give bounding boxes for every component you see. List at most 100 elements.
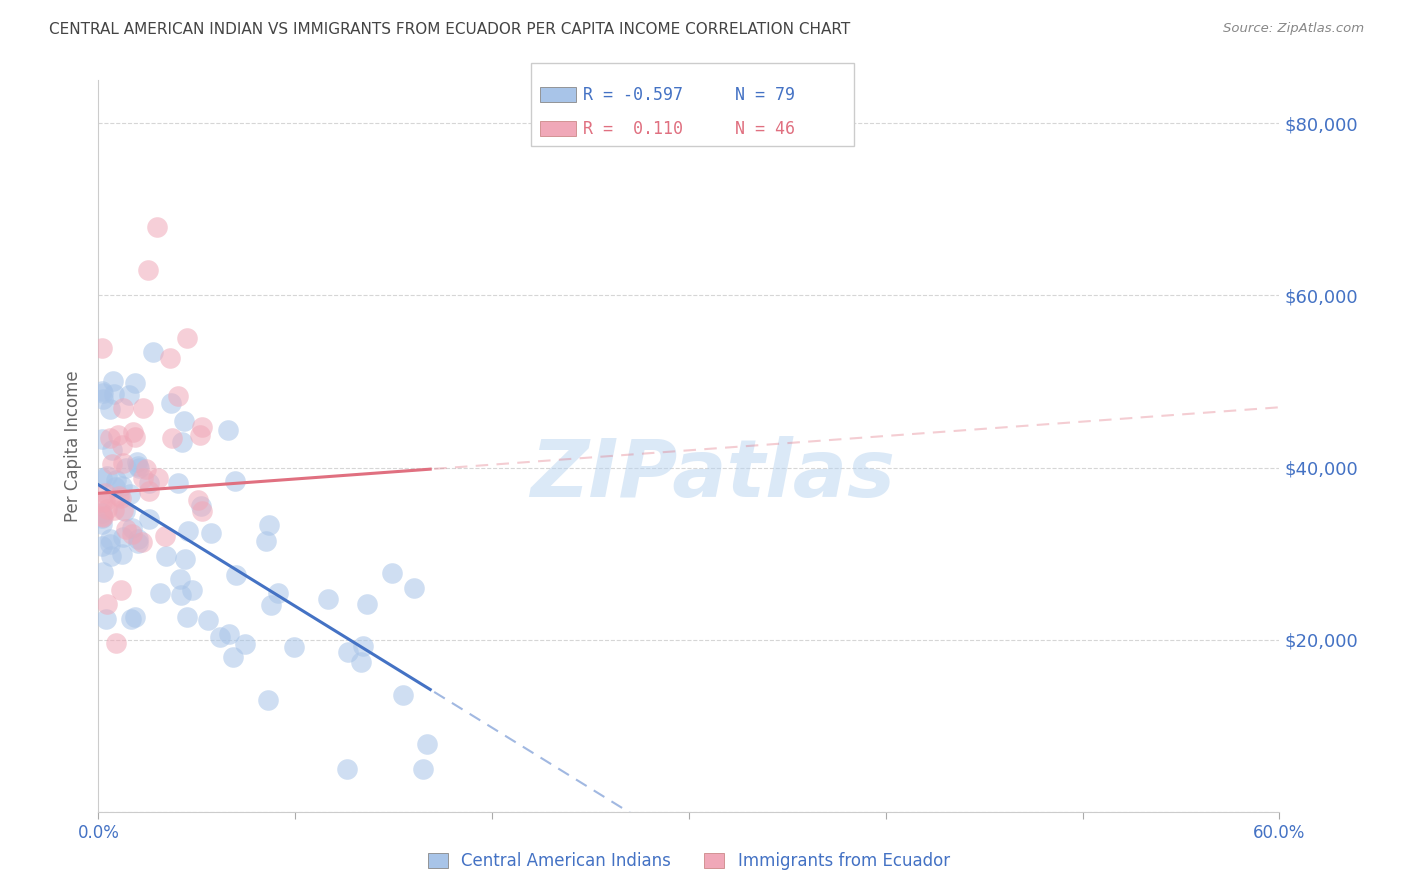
Text: R =  0.110: R = 0.110	[583, 120, 683, 137]
Point	[94, 486, 117, 500]
Point	[107, 428, 129, 442]
Point	[112, 530, 135, 544]
Point	[187, 492, 209, 507]
Point	[166, 475, 188, 490]
Point	[121, 527, 143, 541]
Point	[138, 475, 160, 490]
Point	[142, 344, 165, 359]
Point	[100, 549, 122, 563]
Point	[91, 384, 114, 398]
Point	[146, 219, 169, 234]
Point	[191, 419, 214, 434]
Point	[115, 522, 138, 536]
Point	[98, 533, 121, 547]
Point	[138, 511, 160, 525]
Point	[127, 532, 149, 546]
Point	[218, 423, 240, 437]
Point	[169, 572, 191, 586]
Bar	[540, 87, 576, 103]
Point	[257, 518, 280, 533]
Point	[416, 737, 439, 751]
Point	[283, 640, 305, 654]
Point	[190, 499, 212, 513]
Point	[96, 502, 118, 516]
Point	[107, 489, 129, 503]
Text: CENTRAL AMERICAN INDIAN VS IMMIGRANTS FROM ECUADOR PER CAPITA INCOME CORRELATION: CENTRAL AMERICAN INDIAN VS IMMIGRANTS FR…	[49, 22, 851, 37]
Point	[257, 693, 280, 707]
Point	[148, 470, 170, 484]
Point	[208, 630, 231, 644]
Point	[105, 636, 128, 650]
Point	[122, 425, 145, 440]
Point	[352, 639, 374, 653]
Point	[96, 469, 118, 483]
Point	[191, 504, 214, 518]
Point	[111, 547, 134, 561]
Point	[114, 504, 136, 518]
Point	[103, 503, 125, 517]
Text: R = -0.597: R = -0.597	[583, 86, 683, 103]
Point	[91, 471, 114, 485]
Point	[121, 521, 143, 535]
Point	[110, 491, 132, 505]
Point	[316, 591, 339, 606]
Point	[132, 401, 155, 415]
Point	[167, 389, 190, 403]
Point	[111, 479, 134, 493]
Point	[138, 484, 160, 499]
Point	[94, 493, 117, 508]
Point	[176, 331, 198, 345]
Point	[127, 459, 149, 474]
Point	[91, 495, 114, 509]
Point	[91, 510, 114, 524]
Point	[337, 645, 360, 659]
Point	[94, 612, 117, 626]
Point	[155, 529, 177, 543]
Point	[111, 438, 134, 452]
Point	[98, 536, 121, 550]
Point	[412, 762, 434, 776]
Point	[200, 526, 222, 541]
Point	[159, 396, 181, 410]
Point	[93, 565, 115, 579]
Legend: Central American Indians, Immigrants from Ecuador: Central American Indians, Immigrants fro…	[422, 846, 956, 877]
Point	[155, 549, 177, 563]
Point	[93, 385, 115, 400]
Point	[336, 762, 359, 776]
Point	[267, 585, 290, 599]
Point	[98, 431, 121, 445]
Point	[149, 586, 172, 600]
Point	[218, 627, 240, 641]
Point	[188, 428, 211, 442]
Text: N = 79: N = 79	[735, 86, 796, 103]
Point	[402, 582, 425, 596]
Point	[174, 552, 197, 566]
Point	[159, 351, 181, 366]
Point	[115, 461, 138, 475]
Point	[222, 650, 245, 665]
Point	[135, 462, 157, 476]
Point	[162, 431, 184, 445]
Point	[131, 535, 153, 549]
Point	[260, 598, 283, 612]
Point	[91, 392, 114, 406]
Point	[124, 376, 146, 390]
Point	[118, 387, 141, 401]
Point	[98, 401, 121, 416]
Point	[100, 442, 122, 457]
Point	[125, 455, 148, 469]
Point	[170, 435, 193, 450]
Point	[197, 613, 219, 627]
Point	[111, 401, 134, 415]
Text: ZIPatlas: ZIPatlas	[530, 436, 896, 515]
Point	[91, 506, 114, 520]
Bar	[540, 121, 576, 136]
Point	[112, 456, 135, 470]
Y-axis label: Per Capita Income: Per Capita Income	[65, 370, 83, 522]
Point	[96, 597, 118, 611]
Point	[170, 588, 193, 602]
Point	[91, 508, 114, 523]
Point	[120, 612, 142, 626]
Point	[350, 655, 373, 669]
Point	[103, 386, 125, 401]
